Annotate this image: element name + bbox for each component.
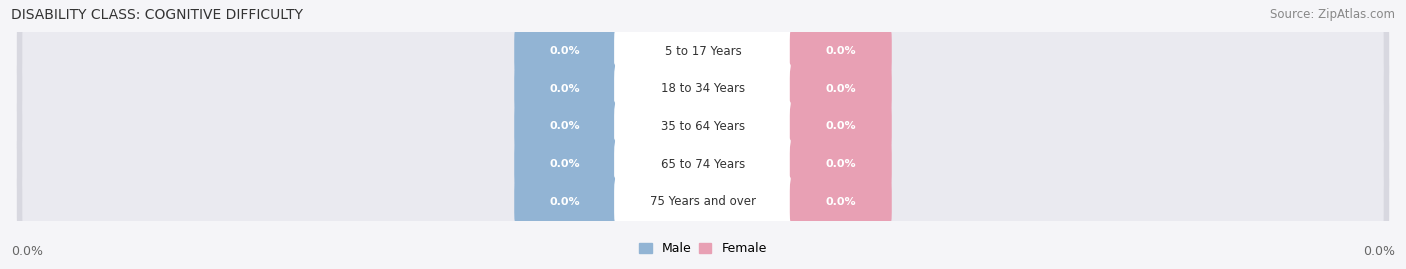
Text: 0.0%: 0.0% xyxy=(11,245,44,258)
Text: 18 to 34 Years: 18 to 34 Years xyxy=(661,82,745,95)
FancyBboxPatch shape xyxy=(22,132,1384,196)
FancyBboxPatch shape xyxy=(515,63,616,114)
FancyBboxPatch shape xyxy=(515,139,616,190)
FancyBboxPatch shape xyxy=(17,82,1389,171)
FancyBboxPatch shape xyxy=(790,26,891,77)
FancyBboxPatch shape xyxy=(515,101,616,152)
FancyBboxPatch shape xyxy=(22,56,1384,121)
FancyBboxPatch shape xyxy=(790,63,891,114)
FancyBboxPatch shape xyxy=(515,26,616,77)
FancyBboxPatch shape xyxy=(22,19,1384,83)
Text: 0.0%: 0.0% xyxy=(550,197,581,207)
Text: 5 to 17 Years: 5 to 17 Years xyxy=(665,45,741,58)
FancyBboxPatch shape xyxy=(790,139,891,190)
FancyBboxPatch shape xyxy=(614,63,792,114)
FancyBboxPatch shape xyxy=(515,176,616,227)
FancyBboxPatch shape xyxy=(790,176,891,227)
FancyBboxPatch shape xyxy=(614,101,792,152)
FancyBboxPatch shape xyxy=(17,119,1389,209)
FancyBboxPatch shape xyxy=(22,169,1384,234)
Text: 0.0%: 0.0% xyxy=(550,46,581,56)
FancyBboxPatch shape xyxy=(614,139,792,190)
Text: 35 to 64 Years: 35 to 64 Years xyxy=(661,120,745,133)
Text: 0.0%: 0.0% xyxy=(550,121,581,132)
Text: 0.0%: 0.0% xyxy=(825,121,856,132)
Text: 0.0%: 0.0% xyxy=(1362,245,1395,258)
FancyBboxPatch shape xyxy=(17,44,1389,134)
Text: 0.0%: 0.0% xyxy=(825,84,856,94)
Text: 0.0%: 0.0% xyxy=(825,159,856,169)
FancyBboxPatch shape xyxy=(17,6,1389,96)
Legend: Male, Female: Male, Female xyxy=(634,237,772,260)
Text: 0.0%: 0.0% xyxy=(550,159,581,169)
Text: 0.0%: 0.0% xyxy=(550,84,581,94)
Text: 75 Years and over: 75 Years and over xyxy=(650,195,756,208)
FancyBboxPatch shape xyxy=(22,94,1384,159)
Text: 65 to 74 Years: 65 to 74 Years xyxy=(661,158,745,171)
FancyBboxPatch shape xyxy=(614,176,792,227)
FancyBboxPatch shape xyxy=(614,26,792,77)
Text: 0.0%: 0.0% xyxy=(825,197,856,207)
FancyBboxPatch shape xyxy=(790,101,891,152)
Text: 0.0%: 0.0% xyxy=(825,46,856,56)
Text: DISABILITY CLASS: COGNITIVE DIFFICULTY: DISABILITY CLASS: COGNITIVE DIFFICULTY xyxy=(11,8,304,22)
Text: Source: ZipAtlas.com: Source: ZipAtlas.com xyxy=(1270,8,1395,21)
FancyBboxPatch shape xyxy=(17,157,1389,247)
